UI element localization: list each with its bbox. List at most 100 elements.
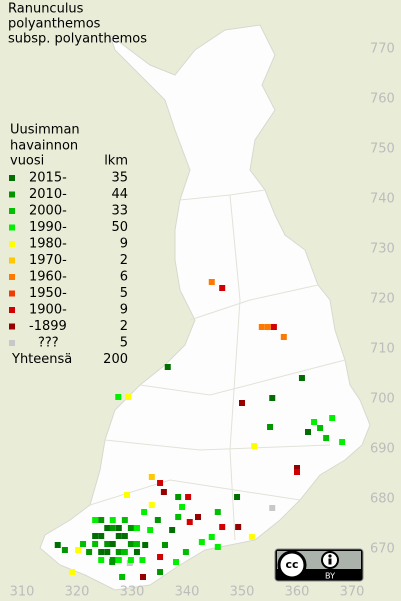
legend-total: 200 — [103, 352, 128, 367]
observation — [195, 514, 201, 520]
legend-label: 1950- — [29, 286, 67, 301]
observation — [127, 557, 134, 563]
observation — [92, 517, 99, 523]
legend-label: 1970- — [29, 253, 67, 268]
observation — [121, 549, 128, 555]
observation — [104, 549, 111, 555]
observation — [258, 324, 265, 330]
y-tick-label: 680 — [370, 492, 395, 507]
observation — [115, 533, 122, 539]
observation — [234, 494, 241, 500]
legend-swatch — [9, 290, 15, 297]
observation — [109, 525, 116, 531]
observation — [270, 324, 277, 330]
legend-count: 9 — [120, 303, 128, 318]
observation — [219, 524, 226, 530]
observation — [208, 279, 215, 285]
observation — [109, 517, 116, 523]
legend-swatch — [9, 257, 15, 264]
observation — [214, 509, 221, 515]
observation — [239, 400, 245, 406]
title: Ranunculus polyanthemos subsp. polyanthe… — [8, 2, 147, 47]
observation — [121, 533, 128, 539]
legend-label: 2010- — [29, 187, 67, 202]
title-line: polyanthemos — [8, 17, 101, 32]
legend-swatch — [9, 208, 15, 214]
legend-label: 1900- — [29, 303, 67, 318]
legend-count-header: lkm — [104, 154, 128, 169]
observation — [86, 549, 93, 555]
observation — [294, 469, 300, 475]
legend-label: -1899 — [29, 319, 67, 334]
x-tick-label: 320 — [65, 585, 90, 600]
observation — [109, 541, 116, 547]
observation — [139, 557, 146, 563]
x-tick-label: 360 — [285, 585, 310, 600]
legend-label: 1990- — [29, 220, 67, 235]
observation — [54, 542, 61, 548]
observation — [148, 474, 155, 480]
y-tick-label: 760 — [370, 92, 395, 107]
observation — [280, 334, 287, 340]
observation — [208, 534, 215, 540]
observation — [162, 542, 168, 548]
observation — [157, 569, 164, 575]
observation — [98, 517, 105, 523]
observation — [339, 439, 346, 445]
observation — [147, 527, 154, 533]
observation — [160, 489, 167, 495]
observation — [75, 547, 82, 553]
observation — [142, 542, 149, 548]
y-tick-label: 770 — [370, 42, 395, 57]
legend-label: 1960- — [29, 270, 67, 285]
legend-label: 2000- — [29, 204, 67, 219]
observation — [251, 443, 258, 449]
observation — [127, 525, 134, 531]
legend-count: 2 — [120, 319, 128, 334]
y-tick-label: 690 — [370, 442, 395, 457]
legend-label: ??? — [38, 336, 59, 351]
observation — [104, 541, 111, 547]
observation — [164, 364, 171, 370]
y-tick-label: 700 — [370, 392, 395, 407]
observation — [329, 415, 336, 421]
y-tick-label: 710 — [370, 342, 395, 357]
observation — [294, 465, 300, 471]
observation — [219, 285, 226, 291]
observation — [109, 557, 116, 563]
observation — [121, 517, 128, 523]
x-tick-label: 350 — [230, 585, 255, 600]
observation — [305, 429, 311, 435]
legend: Uusimman havainnon vuosi lkm 2015- 35 2010… — [9, 123, 128, 367]
observation — [133, 549, 140, 555]
x-tick-label: 330 — [120, 585, 145, 600]
y-tick-label: 720 — [370, 292, 395, 307]
observation — [98, 557, 105, 563]
legend-swatch — [9, 241, 15, 247]
legend-swatch — [9, 307, 15, 313]
legend-count: 33 — [111, 204, 128, 219]
observation — [115, 394, 122, 400]
observation — [198, 539, 205, 545]
observation — [92, 541, 99, 547]
legend-count: 50 — [111, 220, 128, 235]
observation — [267, 424, 274, 430]
legend-count: 35 — [111, 171, 128, 186]
observation — [173, 559, 179, 565]
legend-count: 5 — [120, 336, 128, 351]
legend-count: 5 — [120, 286, 128, 301]
legend-swatch — [9, 224, 15, 231]
x-tick-label: 370 — [340, 585, 365, 600]
title-line: subsp. polyanthemos — [8, 32, 147, 47]
legend-header: Uusimman — [10, 123, 80, 138]
x-tick-label: 340 — [175, 585, 200, 600]
observation — [141, 509, 148, 515]
observation — [179, 504, 186, 510]
observation — [98, 533, 105, 539]
badge-label: BY — [325, 572, 335, 581]
legend-label: 1980- — [29, 237, 67, 252]
legend-count: 6 — [120, 270, 128, 285]
observation — [214, 544, 221, 550]
observation — [175, 494, 182, 500]
legend-label: 2015- — [29, 171, 67, 186]
